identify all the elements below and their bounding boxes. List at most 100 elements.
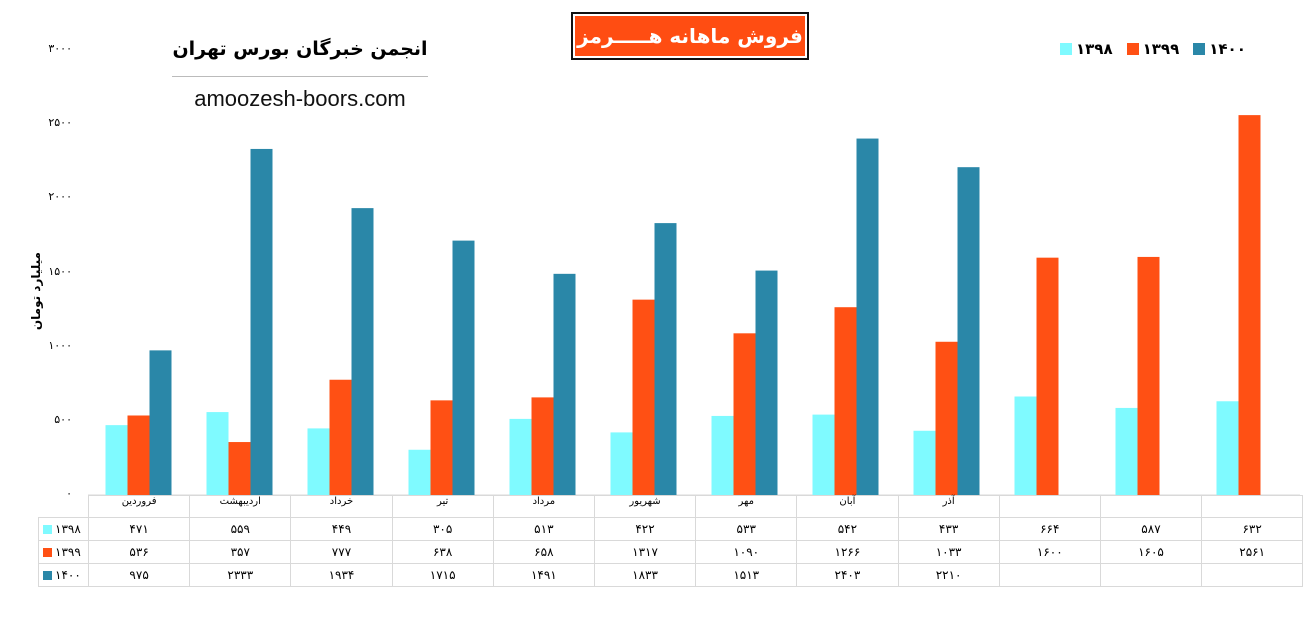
table-cell: ۷۷۷ — [290, 540, 393, 564]
bar — [1115, 407, 1138, 495]
table-cell: ۱۶۰۵ — [1099, 540, 1203, 564]
bar — [408, 449, 431, 495]
table-cell: ۲۳۳۳ — [189, 563, 292, 587]
bar — [1216, 401, 1239, 495]
bar — [105, 425, 128, 495]
row-label-1400: ۱۴۰۰ — [38, 563, 89, 587]
table-cell — [1099, 563, 1203, 587]
table-cell: ۵۳۶ — [87, 540, 191, 564]
bar — [834, 307, 857, 495]
row-name: ۱۴۰۰ — [55, 568, 81, 582]
category-label — [998, 495, 1101, 518]
table-cell — [998, 563, 1101, 587]
legend-swatch-1400 — [1193, 43, 1206, 55]
table-cell: ۴۴۹ — [290, 517, 393, 541]
bar — [610, 432, 633, 495]
table-cell: ۱۰۹۰ — [695, 540, 798, 564]
table-cell: ۱۹۳۴ — [290, 563, 393, 587]
table-cell: ۶۳۸ — [391, 540, 494, 564]
bar — [329, 379, 352, 495]
bar — [1137, 256, 1160, 495]
bar — [1238, 115, 1261, 495]
y-tick-label: ۳۰۰۰ — [48, 42, 72, 55]
row-swatch-1400 — [43, 571, 52, 580]
category-label: مرداد — [492, 495, 595, 518]
table-cell: ۱۵۱۳ — [695, 563, 798, 587]
table-cell: ۵۸۷ — [1099, 517, 1203, 541]
y-tick-label: ۲۰۰۰ — [48, 190, 72, 204]
legend-item-1398: ۱۳۹۸ — [1060, 40, 1113, 58]
legend-label-1398: ۱۳۹۸ — [1076, 40, 1113, 58]
bar — [307, 428, 330, 495]
table-category-row: فروردین اردیبهشت خرداد تیر مرداد شهریور … — [39, 495, 1304, 518]
bar — [430, 400, 453, 495]
y-tick-label: ۵۰۰ — [54, 412, 72, 426]
bar — [149, 350, 172, 495]
legend-item-1400: ۱۴۰۰ — [1193, 40, 1246, 58]
table-cell: ۳۵۷ — [189, 540, 292, 564]
category-label — [1099, 495, 1203, 518]
table-cell: ۳۰۵ — [391, 517, 494, 541]
bar — [509, 418, 532, 495]
category-label: آبان — [796, 495, 899, 518]
chart-title: فروش ماهانه هـــــرمز — [571, 12, 809, 60]
category-label — [1201, 495, 1304, 518]
table-cell: ۲۲۱۰ — [897, 563, 1000, 587]
category-label: فروردین — [87, 495, 191, 518]
legend-swatch-1399 — [1126, 43, 1139, 55]
table-cell: ۴۲۲ — [593, 517, 697, 541]
y-tick-label: ۱۰۰۰ — [48, 338, 72, 352]
row-name: ۱۳۹۹ — [55, 545, 81, 559]
row-label-1398: ۱۳۹۸ — [38, 517, 89, 541]
bar — [351, 208, 374, 495]
bar — [228, 442, 251, 495]
category-label: خرداد — [290, 495, 393, 518]
row-label-1399: ۱۳۹۹ — [38, 540, 89, 564]
category-label: اردیبهشت — [189, 495, 292, 518]
legend-item-1399: ۱۳۹۹ — [1126, 40, 1179, 58]
table-cell: ۶۳۲ — [1201, 517, 1304, 541]
table-cell: ۹۷۵ — [87, 563, 191, 587]
table-cell: ۱۸۳۳ — [593, 563, 697, 587]
table-row-1400: ۱۴۰۰ ۹۷۵ ۲۳۳۳ ۱۹۳۴ ۱۷۱۵ ۱۴۹۱ ۱۸۳۳ ۱۵۱۳ ۲… — [38, 563, 1304, 587]
table-cell: ۵۴۲ — [796, 517, 899, 541]
bar — [632, 299, 655, 495]
table-cell: ۱۲۶۶ — [796, 540, 899, 564]
data-table: فروردین اردیبهشت خرداد تیر مرداد شهریور … — [38, 495, 1304, 587]
legend-label-1400: ۱۴۰۰ — [1209, 40, 1246, 58]
table-cell: ۵۱۳ — [492, 517, 595, 541]
bar — [957, 167, 980, 495]
bar — [1036, 257, 1059, 495]
table-cell: ۲۴۰۳ — [796, 563, 899, 587]
table-row-1398: ۱۳۹۸ ۴۷۱ ۵۵۹ ۴۴۹ ۳۰۵ ۵۱۳ ۴۲۲ ۵۳۳ ۵۴۲ ۴۳۳… — [38, 517, 1304, 541]
row-swatch-1399 — [43, 548, 52, 557]
bar — [856, 138, 879, 495]
y-tick-label: ۰ — [66, 487, 72, 500]
divider — [172, 76, 428, 77]
legend-swatch-1398 — [1060, 43, 1072, 55]
website-url: amoozesh-boors.com — [194, 86, 406, 111]
row-name: ۱۳۹۸ — [55, 522, 81, 536]
category-label: تیر — [391, 495, 494, 518]
bar — [127, 415, 150, 495]
table-cell: ۴۷۱ — [87, 517, 191, 541]
bar — [935, 341, 958, 495]
table-cell: ۵۵۹ — [189, 517, 292, 541]
category-label: مهر — [695, 495, 798, 518]
bar — [654, 223, 677, 496]
bar — [733, 333, 756, 495]
table-corner — [39, 496, 89, 518]
table-cell: ۱۶۰۰ — [998, 540, 1101, 564]
legend: ۱۳۹۸ ۱۳۹۹ ۱۴۰۰ — [1060, 40, 1246, 58]
row-swatch-1398 — [43, 525, 52, 534]
category-label: آذر — [897, 495, 1000, 518]
bar — [1014, 396, 1037, 495]
table-cell: ۱۳۱۷ — [593, 540, 697, 564]
bar — [206, 412, 229, 495]
bar — [531, 397, 554, 495]
table-cell: ۱۷۱۵ — [391, 563, 494, 587]
table-row-1399: ۱۳۹۹ ۵۳۶ ۳۵۷ ۷۷۷ ۶۳۸ ۶۵۸ ۱۳۱۷ ۱۰۹۰ ۱۲۶۶ … — [38, 540, 1304, 564]
bar — [250, 148, 273, 495]
table-cell: ۲۵۶۱ — [1201, 540, 1304, 564]
